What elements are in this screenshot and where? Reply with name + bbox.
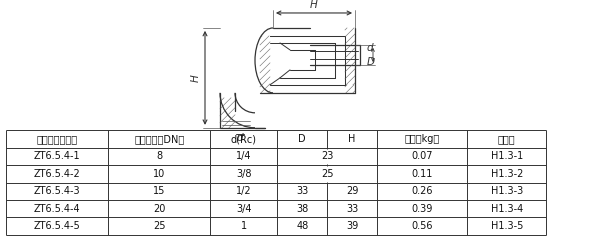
Text: ZT6.5.4-4: ZT6.5.4-4 [34, 204, 80, 214]
Text: 29: 29 [346, 186, 358, 196]
Text: 1: 1 [241, 221, 247, 231]
Text: 1/4: 1/4 [236, 152, 252, 161]
Text: D: D [367, 57, 375, 67]
Text: H1.3-2: H1.3-2 [490, 169, 523, 179]
Text: 33: 33 [346, 204, 358, 214]
Text: ZT6.5.4-2: ZT6.5.4-2 [34, 169, 80, 179]
Text: d: d [236, 133, 243, 143]
Text: 10: 10 [153, 169, 165, 179]
Text: D: D [299, 134, 306, 144]
Text: 39: 39 [346, 221, 358, 231]
Text: H1.3-5: H1.3-5 [490, 221, 523, 231]
Text: 0.26: 0.26 [411, 186, 433, 196]
Text: H1.3-1: H1.3-1 [491, 152, 523, 161]
Text: 重量（kg）: 重量（kg） [404, 134, 440, 144]
Text: 0.39: 0.39 [411, 204, 432, 214]
Text: 48: 48 [296, 221, 309, 231]
Text: ZT6.5.4-5: ZT6.5.4-5 [34, 221, 80, 231]
Text: 15: 15 [153, 186, 165, 196]
Text: 33: 33 [296, 186, 309, 196]
Text: H: H [191, 74, 201, 82]
Text: 38: 38 [296, 204, 309, 214]
Text: 8: 8 [156, 152, 162, 161]
Text: 公称通径（DN）: 公称通径（DN） [134, 134, 184, 144]
Text: 25: 25 [321, 169, 333, 179]
Text: d(Rc): d(Rc) [231, 134, 257, 144]
Text: 0.56: 0.56 [411, 221, 433, 231]
Text: 3/4: 3/4 [236, 204, 252, 214]
Text: H1.3-3: H1.3-3 [491, 186, 523, 196]
Text: H: H [348, 134, 356, 144]
Text: 1/2: 1/2 [236, 186, 252, 196]
Text: ZT6.5.4-1: ZT6.5.4-1 [34, 152, 80, 161]
Text: 0.07: 0.07 [411, 152, 433, 161]
Text: 23: 23 [321, 152, 333, 161]
Text: 25: 25 [153, 221, 165, 231]
Text: 代号（订货号）: 代号（订货号） [37, 134, 77, 144]
Text: H1.3-4: H1.3-4 [491, 204, 523, 214]
Text: 对应号: 对应号 [498, 134, 516, 144]
Text: d: d [367, 43, 373, 53]
Text: H: H [310, 0, 318, 10]
Text: 20: 20 [153, 204, 165, 214]
Text: ZT6.5.4-3: ZT6.5.4-3 [34, 186, 80, 196]
Text: 3/8: 3/8 [236, 169, 252, 179]
Text: 0.11: 0.11 [411, 169, 432, 179]
